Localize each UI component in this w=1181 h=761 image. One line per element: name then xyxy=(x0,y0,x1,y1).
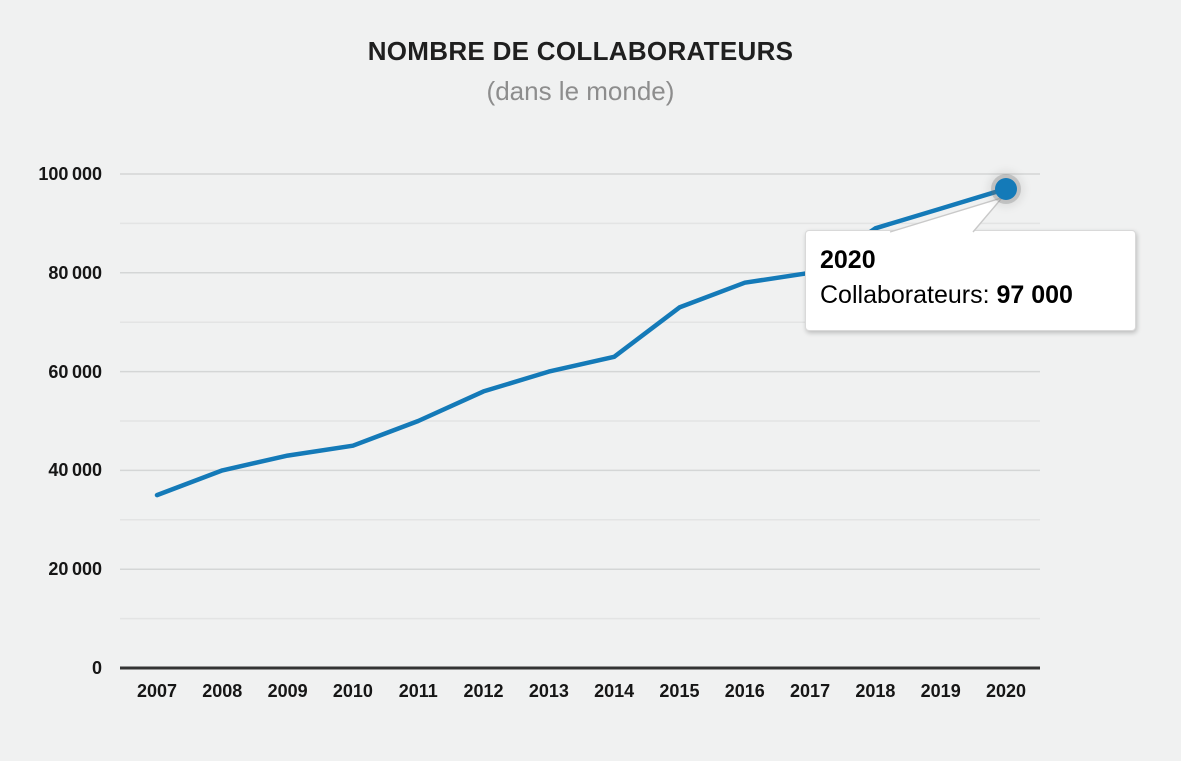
x-axis-label: 2013 xyxy=(528,681,569,701)
x-axis-label: 2010 xyxy=(332,681,373,701)
tooltip: 2020 Collaborateurs: 97 000 xyxy=(805,230,1136,331)
x-axis-label: 2020 xyxy=(985,681,1027,701)
tooltip-value: 97 000 xyxy=(996,281,1073,309)
y-axis-label: 60 000 xyxy=(48,361,102,382)
y-axis-label: 100 000 xyxy=(38,164,102,184)
x-axis-label: 2014 xyxy=(594,681,635,701)
tooltip-series-label: Collaborateurs: xyxy=(820,281,997,309)
x-axis-label: 2011 xyxy=(398,681,438,701)
chart-title: NOMBRE DE COLLABORATEURS xyxy=(367,36,794,66)
x-axis-label: 2016 xyxy=(724,681,765,701)
data-point-marker[interactable] xyxy=(995,177,1017,200)
x-axis-label: 2017 xyxy=(790,681,831,701)
y-axis-label: 40 000 xyxy=(48,460,102,481)
x-axis-label: 2012 xyxy=(463,681,504,701)
x-axis-label: 2009 xyxy=(267,681,308,701)
x-axis-label: 2018 xyxy=(855,681,896,701)
chart-subtitle: (dans le monde) xyxy=(486,76,675,106)
x-axis-label: 2019 xyxy=(920,681,961,701)
x-axis-label: 2015 xyxy=(659,681,700,701)
x-axis-label: 2008 xyxy=(202,681,243,701)
y-axis-label: 80 000 xyxy=(48,262,102,283)
y-axis-label: 0 xyxy=(91,658,102,678)
tooltip-row: Collaborateurs: 97 000 xyxy=(820,278,1121,313)
y-axis-label: 20 000 xyxy=(48,559,102,580)
tooltip-year: 2020 xyxy=(820,246,876,274)
x-axis-label: 2007 xyxy=(136,681,178,701)
